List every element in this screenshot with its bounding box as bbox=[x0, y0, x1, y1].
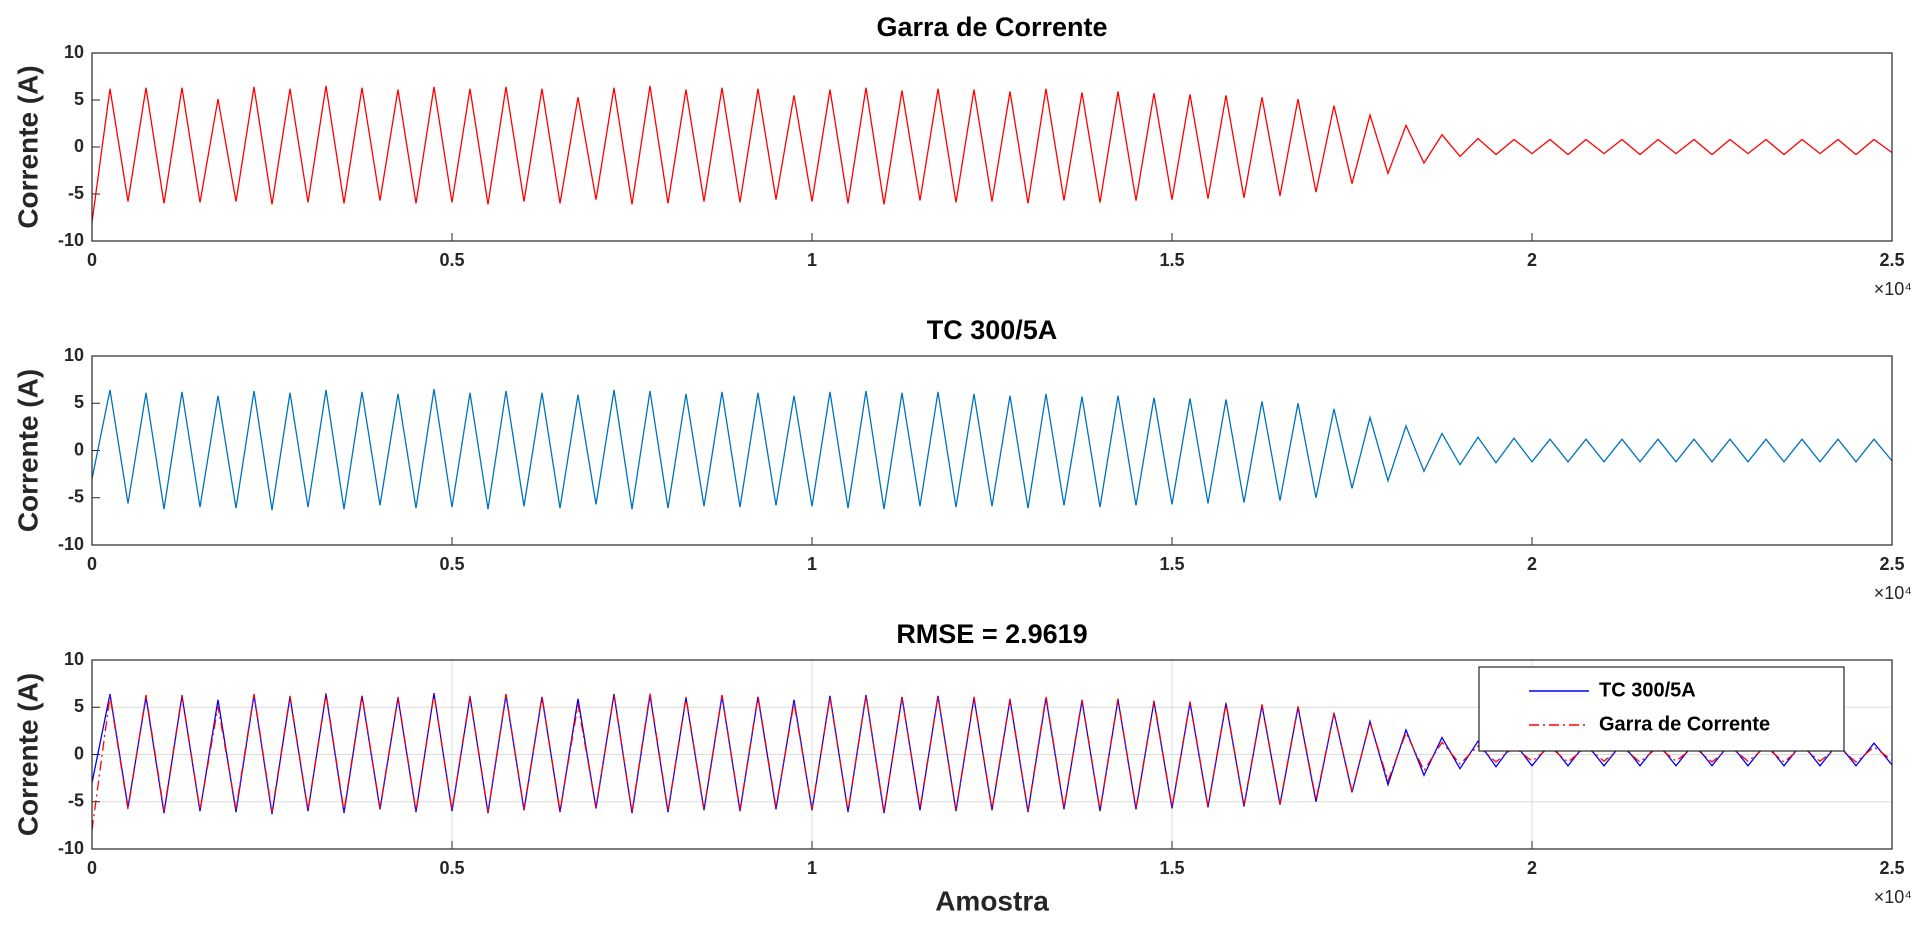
x-multiplier: ×10⁴ bbox=[1874, 887, 1912, 907]
x-tick-label: 0.5 bbox=[439, 554, 464, 574]
x-tick-label: 2 bbox=[1527, 250, 1537, 270]
x-tick-label: 1.5 bbox=[1159, 554, 1184, 574]
x-tick-label: 2.5 bbox=[1879, 250, 1904, 270]
y-tick-label: 10 bbox=[64, 345, 84, 365]
y-tick-label: 0 bbox=[74, 439, 84, 459]
y-tick-label: -10 bbox=[58, 838, 84, 858]
x-axis-label: Amostra bbox=[935, 885, 1049, 916]
x-tick-label: 0 bbox=[87, 250, 97, 270]
chart-title: TC 300/5A bbox=[927, 315, 1058, 345]
x-tick-label: 1 bbox=[807, 250, 817, 270]
x-tick-label: 1.5 bbox=[1159, 858, 1184, 878]
x-tick-label: 2 bbox=[1527, 858, 1537, 878]
y-tick-label: 5 bbox=[74, 696, 84, 716]
x-tick-label: 1 bbox=[807, 554, 817, 574]
y-tick-label: -5 bbox=[68, 183, 84, 203]
y-axis-label: Corrente (A) bbox=[12, 369, 43, 532]
y-tick-label: 5 bbox=[74, 392, 84, 412]
x-tick-label: 0.5 bbox=[439, 250, 464, 270]
x-multiplier: ×10⁴ bbox=[1874, 583, 1912, 603]
x-tick-label: 0 bbox=[87, 554, 97, 574]
legend-label: Garra de Corrente bbox=[1599, 713, 1770, 735]
chart-title: RMSE = 2.9619 bbox=[896, 619, 1087, 649]
axes-box bbox=[91, 52, 1893, 242]
x-tick-label: 1 bbox=[807, 858, 817, 878]
series-line bbox=[92, 85, 1892, 223]
y-axis-label: Corrente (A) bbox=[12, 673, 43, 836]
y-tick-label: 0 bbox=[74, 136, 84, 156]
series-line bbox=[92, 692, 1892, 831]
y-axis-label: Corrente (A) bbox=[12, 65, 43, 228]
y-tick-label: 10 bbox=[64, 42, 84, 62]
x-tick-label: 0 bbox=[87, 858, 97, 878]
y-tick-label: -5 bbox=[68, 791, 84, 811]
x-tick-label: 1.5 bbox=[1159, 250, 1184, 270]
axes-box bbox=[91, 355, 1893, 546]
y-tick-label: -10 bbox=[58, 230, 84, 250]
chart-title: Garra de Corrente bbox=[876, 12, 1107, 42]
x-tick-label: 2 bbox=[1527, 554, 1537, 574]
y-tick-label: 0 bbox=[74, 743, 84, 763]
axes-box bbox=[91, 659, 1893, 850]
y-tick-label: -5 bbox=[68, 487, 84, 507]
series-line bbox=[92, 388, 1892, 511]
y-tick-label: 5 bbox=[74, 89, 84, 109]
plot-area bbox=[92, 356, 1892, 545]
x-multiplier: ×10⁴ bbox=[1874, 279, 1912, 299]
legend-box bbox=[1478, 666, 1845, 752]
y-tick-label: -10 bbox=[58, 534, 84, 554]
legend-label: TC 300/5A bbox=[1599, 679, 1696, 701]
plot-area bbox=[92, 53, 1892, 241]
x-tick-label: 2.5 bbox=[1879, 554, 1904, 574]
x-tick-label: 2.5 bbox=[1879, 858, 1904, 878]
x-tick-label: 0.5 bbox=[439, 858, 464, 878]
y-tick-label: 10 bbox=[64, 649, 84, 669]
